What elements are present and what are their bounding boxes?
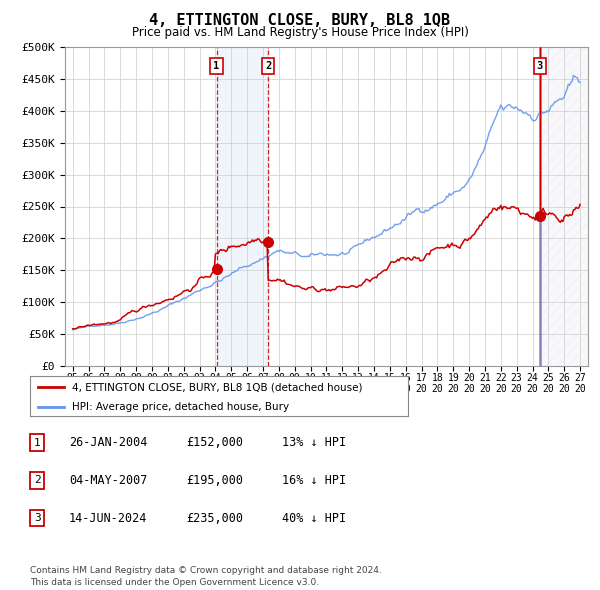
Text: 04-MAY-2007: 04-MAY-2007 <box>69 474 148 487</box>
Bar <box>539 47 588 366</box>
Text: HPI: Average price, detached house, Bury: HPI: Average price, detached house, Bury <box>71 402 289 412</box>
Text: £235,000: £235,000 <box>186 512 243 525</box>
Text: 1: 1 <box>214 61 220 71</box>
Text: £152,000: £152,000 <box>186 436 243 449</box>
Text: 14-JUN-2024: 14-JUN-2024 <box>69 512 148 525</box>
Text: 26-JAN-2004: 26-JAN-2004 <box>69 436 148 449</box>
Text: 4, ETTINGTON CLOSE, BURY, BL8 1QB: 4, ETTINGTON CLOSE, BURY, BL8 1QB <box>149 13 451 28</box>
Text: 3: 3 <box>34 513 41 523</box>
Text: 1: 1 <box>34 438 41 447</box>
Text: 2: 2 <box>34 476 41 485</box>
Text: 40% ↓ HPI: 40% ↓ HPI <box>282 512 346 525</box>
Text: 2: 2 <box>265 61 271 71</box>
Text: 4, ETTINGTON CLOSE, BURY, BL8 1QB (detached house): 4, ETTINGTON CLOSE, BURY, BL8 1QB (detac… <box>71 382 362 392</box>
Text: 16% ↓ HPI: 16% ↓ HPI <box>282 474 346 487</box>
Text: 13% ↓ HPI: 13% ↓ HPI <box>282 436 346 449</box>
Bar <box>217 47 268 366</box>
Text: Contains HM Land Registry data © Crown copyright and database right 2024.
This d: Contains HM Land Registry data © Crown c… <box>30 566 382 587</box>
Text: £195,000: £195,000 <box>186 474 243 487</box>
Text: Price paid vs. HM Land Registry's House Price Index (HPI): Price paid vs. HM Land Registry's House … <box>131 26 469 39</box>
Text: 3: 3 <box>536 61 543 71</box>
